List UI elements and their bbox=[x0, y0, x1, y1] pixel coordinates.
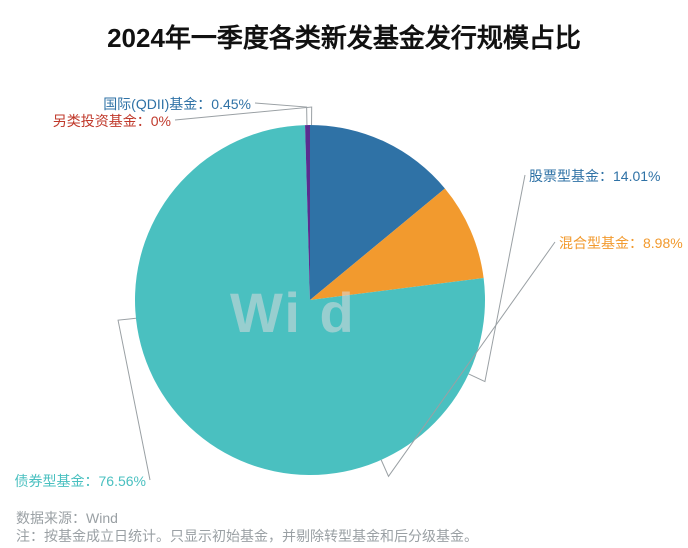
slice-label: 股票型基金：14.01% bbox=[529, 166, 660, 186]
slice-label: 另类投资基金：0% bbox=[53, 111, 171, 131]
slice-label: 混合型基金：8.98% bbox=[559, 233, 683, 253]
footnote: 注：按基金成立日统计。只显示初始基金，并剔除转型基金和后分级基金。 bbox=[16, 526, 478, 546]
pie-chart bbox=[0, 0, 688, 548]
data-source: 数据来源：Wind bbox=[16, 508, 118, 528]
slice-label: 债券型基金：76.56% bbox=[15, 471, 146, 491]
chart-title: 2024年一季度各类新发基金发行规模占比 bbox=[0, 18, 688, 55]
leader-line bbox=[255, 103, 307, 125]
